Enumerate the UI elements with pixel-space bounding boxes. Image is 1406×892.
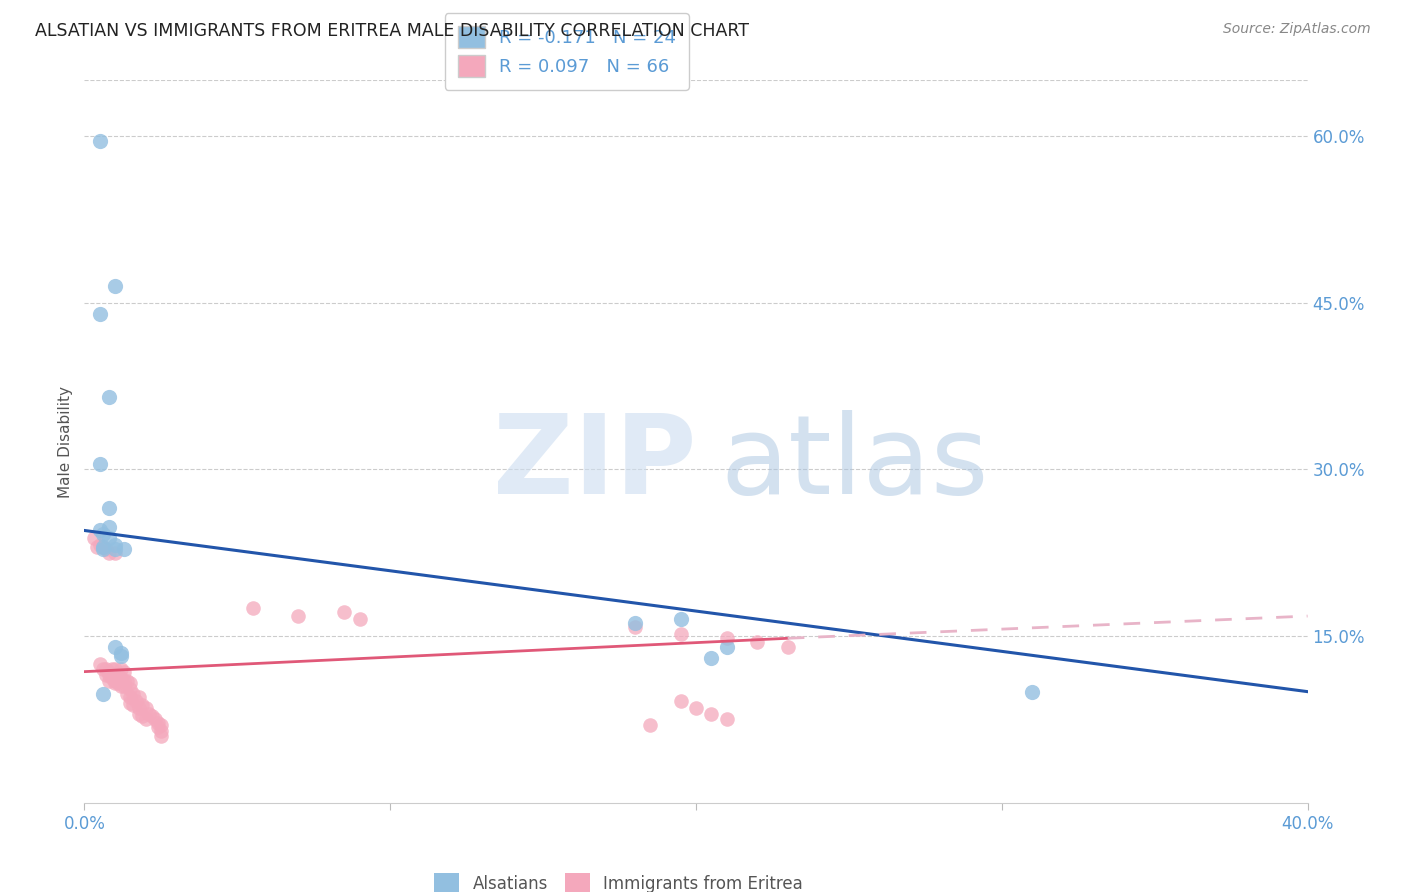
- Point: [91, 540, 114, 554]
- Point: [128, 690, 150, 705]
- Point: [83, 531, 105, 545]
- Point: [97, 390, 120, 404]
- Point: [97, 668, 120, 682]
- Point: [104, 640, 127, 655]
- Point: [89, 457, 111, 471]
- Text: ALSATIAN VS IMMIGRANTS FROM ERITREA MALE DISABILITY CORRELATION CHART: ALSATIAN VS IMMIGRANTS FROM ERITREA MALE…: [35, 22, 749, 40]
- Point: [115, 687, 138, 701]
- Point: [122, 698, 145, 712]
- Text: Source: ZipAtlas.com: Source: ZipAtlas.com: [1223, 22, 1371, 37]
- Point: [685, 701, 707, 715]
- Point: [120, 682, 142, 697]
- Point: [349, 612, 371, 626]
- Point: [138, 706, 160, 721]
- Point: [97, 501, 120, 516]
- Point: [125, 693, 148, 707]
- Point: [101, 662, 124, 676]
- Point: [97, 520, 120, 534]
- Point: [110, 662, 132, 676]
- Point: [104, 538, 127, 552]
- Point: [89, 135, 111, 149]
- Point: [128, 706, 150, 721]
- Point: [107, 675, 129, 690]
- Point: [104, 542, 127, 557]
- Point: [91, 526, 114, 541]
- Point: [91, 540, 114, 554]
- Point: [242, 601, 264, 615]
- Point: [97, 665, 120, 679]
- Legend: Alsatians, Immigrants from Eritrea: Alsatians, Immigrants from Eritrea: [426, 864, 811, 892]
- Point: [776, 640, 799, 655]
- Point: [91, 662, 114, 676]
- Point: [669, 693, 692, 707]
- Point: [110, 671, 132, 685]
- Point: [104, 279, 127, 293]
- Point: [624, 615, 647, 630]
- Point: [120, 675, 142, 690]
- Point: [110, 646, 132, 660]
- Point: [97, 673, 120, 688]
- Point: [104, 668, 127, 682]
- Point: [112, 665, 135, 679]
- Point: [112, 542, 135, 557]
- Point: [89, 524, 111, 538]
- Point: [91, 687, 114, 701]
- Point: [146, 720, 169, 734]
- Point: [91, 542, 114, 557]
- Point: [104, 662, 127, 676]
- Point: [700, 651, 723, 665]
- Point: [112, 673, 135, 688]
- Point: [122, 687, 145, 701]
- Point: [135, 701, 157, 715]
- Point: [112, 679, 135, 693]
- Text: ZIP: ZIP: [492, 409, 696, 516]
- Point: [146, 715, 169, 730]
- Point: [149, 723, 172, 738]
- Point: [120, 690, 142, 705]
- Point: [104, 673, 127, 688]
- Point: [716, 632, 738, 646]
- Point: [747, 634, 769, 648]
- Point: [110, 679, 132, 693]
- Point: [110, 649, 132, 664]
- Point: [94, 662, 117, 676]
- Point: [716, 640, 738, 655]
- Point: [149, 729, 172, 743]
- Point: [89, 538, 111, 552]
- Point: [94, 542, 117, 557]
- Point: [104, 675, 127, 690]
- Point: [149, 718, 172, 732]
- Point: [120, 696, 142, 710]
- Point: [86, 540, 108, 554]
- Point: [128, 701, 150, 715]
- Point: [89, 307, 111, 321]
- Y-axis label: Male Disability: Male Disability: [58, 385, 73, 498]
- Point: [638, 718, 661, 732]
- Point: [89, 657, 111, 671]
- Point: [143, 713, 166, 727]
- Point: [135, 713, 157, 727]
- Point: [97, 546, 120, 560]
- Point: [624, 620, 647, 634]
- Point: [115, 673, 138, 688]
- Point: [97, 531, 120, 545]
- Point: [101, 671, 124, 685]
- Point: [1021, 684, 1043, 698]
- Point: [141, 709, 163, 723]
- Point: [669, 627, 692, 641]
- Point: [716, 713, 738, 727]
- Point: [131, 698, 153, 712]
- Point: [700, 706, 723, 721]
- Point: [94, 668, 117, 682]
- Point: [333, 605, 356, 619]
- Point: [287, 609, 309, 624]
- Point: [131, 709, 153, 723]
- Point: [669, 612, 692, 626]
- Text: atlas: atlas: [720, 409, 988, 516]
- Point: [107, 668, 129, 682]
- Point: [104, 546, 127, 560]
